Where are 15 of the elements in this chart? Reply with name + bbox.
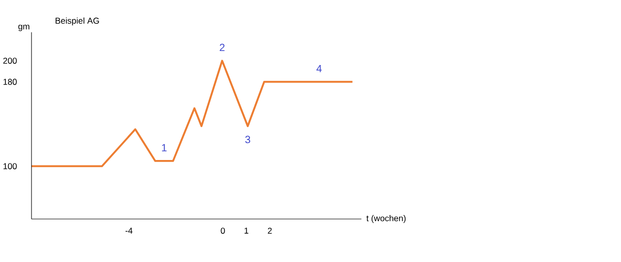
x-tick-label: 1 [244,228,248,234]
x-tick-label: -4 [126,228,132,234]
y-tick-label: 200 [3,58,17,64]
annotation: 4 [316,64,322,72]
line-series [30,60,354,167]
annotation: 3 [245,136,250,144]
y-axis-title: gm [18,24,30,31]
annotation: 2 [220,44,225,51]
x-tick-label: 0 [220,228,225,234]
y-tick-label: 180 [4,78,17,85]
x-tick-label: 2 [268,228,272,234]
chart-title: Beispiel AG [56,17,99,26]
y-tick-label: 100 [4,163,17,170]
x-axis-title: t (wochen) [366,214,406,223]
annotation: 1 [162,144,167,152]
